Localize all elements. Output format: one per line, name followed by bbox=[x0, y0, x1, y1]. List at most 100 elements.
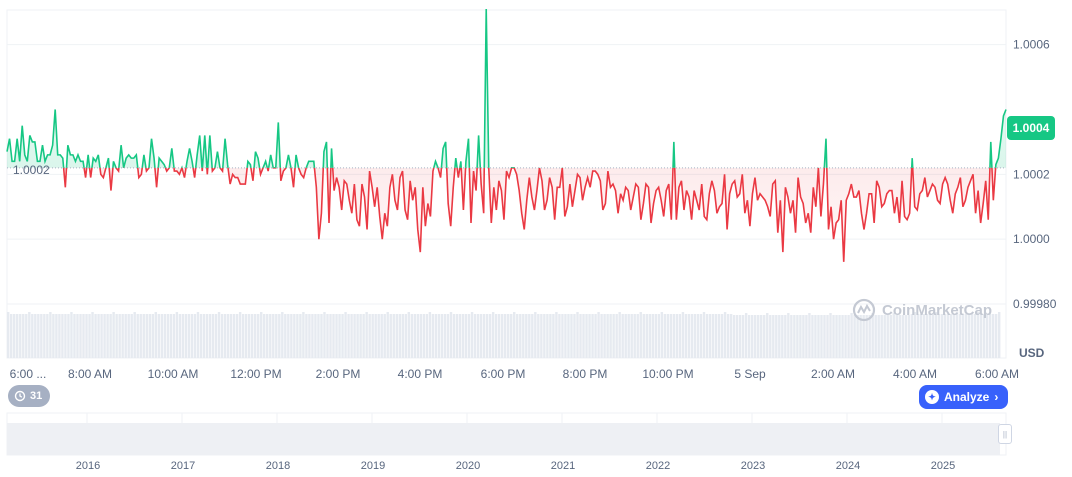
volume-bar bbox=[190, 314, 194, 358]
volume-bar bbox=[217, 312, 221, 358]
volume-bar bbox=[124, 314, 127, 358]
volume-bar bbox=[281, 312, 284, 358]
volume-bar bbox=[525, 314, 528, 358]
volume-bar bbox=[497, 314, 501, 358]
volume-bar bbox=[880, 315, 883, 358]
volume-bar bbox=[133, 312, 136, 358]
volume-bar bbox=[308, 314, 311, 358]
x-tick-label: 6:00 ... bbox=[10, 367, 47, 381]
volume-bar bbox=[600, 314, 603, 358]
volume-bar bbox=[672, 314, 676, 358]
coinmarketcap-icon bbox=[852, 298, 876, 322]
area-below-reference bbox=[63, 167, 996, 262]
x-tick-label: 6:00 PM bbox=[481, 367, 526, 381]
volume-bar bbox=[425, 314, 429, 358]
volume-bar bbox=[775, 315, 778, 358]
volume-bar bbox=[811, 315, 814, 358]
volume-bar bbox=[341, 314, 344, 358]
volume-bar bbox=[657, 314, 661, 358]
navigator-handle[interactable]: || bbox=[998, 424, 1012, 444]
volume-bar bbox=[847, 315, 850, 358]
volume-bar bbox=[91, 312, 94, 358]
volume-bar bbox=[437, 314, 441, 358]
volume-bar bbox=[841, 315, 844, 358]
volume-bar bbox=[702, 312, 706, 358]
volume-bar bbox=[904, 315, 908, 358]
volume-bar bbox=[504, 314, 507, 358]
grip-icon: || bbox=[1002, 429, 1008, 439]
volume-bar bbox=[747, 315, 751, 358]
x-tick-label: 10:00 AM bbox=[148, 367, 199, 381]
volume-bar bbox=[326, 314, 329, 358]
volume-bar bbox=[729, 314, 733, 358]
y-tick-label: 1.0002 bbox=[1013, 167, 1050, 181]
volume-bar bbox=[40, 314, 43, 358]
volume-bar bbox=[34, 314, 37, 358]
volume-bar bbox=[145, 314, 148, 358]
volume-bar bbox=[467, 314, 471, 358]
volume-bar bbox=[931, 314, 935, 358]
volume-bar bbox=[949, 314, 953, 358]
volume-bar bbox=[359, 314, 362, 358]
volume-bar bbox=[955, 312, 959, 358]
volume-bar bbox=[187, 314, 191, 358]
volume-bar bbox=[500, 314, 504, 358]
volume-bar bbox=[73, 314, 76, 358]
volume-bar bbox=[163, 314, 167, 358]
volume-bar bbox=[615, 314, 618, 358]
volume-bar bbox=[760, 315, 763, 358]
volume-bar bbox=[585, 314, 588, 358]
volume-bar bbox=[323, 312, 326, 358]
x-tick-label: 12:00 PM bbox=[230, 367, 281, 381]
volume-bar bbox=[85, 314, 88, 358]
navigator-year-label: 2020 bbox=[456, 460, 480, 472]
volume-bar bbox=[19, 314, 22, 358]
volume-bar bbox=[579, 314, 582, 358]
volume-bar bbox=[208, 314, 212, 358]
history-count: 31 bbox=[30, 390, 43, 402]
volume-bar bbox=[199, 314, 203, 358]
volume-bar bbox=[853, 315, 856, 358]
y-tick-label: 0.99980 bbox=[1013, 297, 1057, 311]
navigator-year-label: 2023 bbox=[741, 460, 765, 472]
volume-bar bbox=[522, 314, 525, 358]
volume-bar bbox=[43, 314, 46, 358]
volume-bar bbox=[516, 314, 519, 358]
analyze-button[interactable]: ✦ Analyze › bbox=[919, 385, 1009, 409]
volume-bar bbox=[235, 314, 239, 358]
x-tick-label: 10:00 PM bbox=[642, 367, 693, 381]
volume-bar bbox=[184, 314, 188, 358]
volume-bar bbox=[781, 315, 784, 358]
navigator-area[interactable] bbox=[7, 423, 1000, 455]
volume-bar bbox=[660, 312, 664, 358]
volume-bar bbox=[410, 314, 414, 358]
volume-bar bbox=[901, 315, 904, 358]
volume-bar bbox=[247, 314, 251, 358]
volume-bar bbox=[329, 314, 332, 358]
volume-bar bbox=[750, 315, 754, 358]
volume-bar bbox=[332, 314, 335, 358]
volume-bar bbox=[582, 314, 585, 358]
area-above-reference bbox=[7, 9, 1006, 168]
volume-bar bbox=[766, 313, 769, 358]
volume-bar bbox=[970, 314, 974, 358]
volume-bar bbox=[244, 314, 248, 358]
volume-bar bbox=[790, 315, 793, 358]
volume-bar bbox=[160, 314, 164, 358]
volume-bar bbox=[943, 314, 947, 358]
volume-bar bbox=[639, 312, 642, 358]
volume-bar bbox=[398, 314, 401, 358]
volume-bar bbox=[708, 314, 712, 358]
volume-bar bbox=[82, 314, 85, 358]
volume-bar bbox=[10, 314, 13, 358]
history-badge[interactable]: 31 bbox=[8, 385, 51, 407]
volume-bar bbox=[278, 314, 281, 358]
volume-bar bbox=[377, 314, 380, 358]
volume-bar bbox=[940, 314, 944, 358]
volume-bar bbox=[735, 315, 739, 358]
volume-bar bbox=[802, 315, 805, 358]
volume-bar bbox=[826, 315, 829, 358]
volume-bar bbox=[58, 314, 61, 358]
volume-bar bbox=[106, 314, 109, 358]
